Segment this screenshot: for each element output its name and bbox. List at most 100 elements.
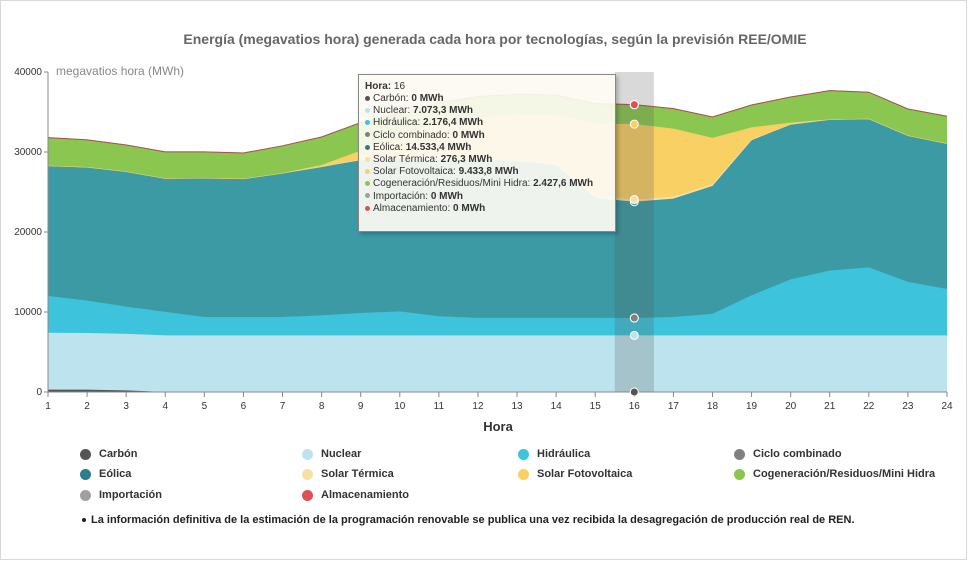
x-tick-label: 7 <box>280 401 286 412</box>
y-tick-label: 20000 <box>14 227 42 238</box>
area-7 <box>48 90 947 179</box>
tooltip-row: Hidráulica: 2.176,4 MWh <box>365 117 609 129</box>
tooltip-row-value: 0 MWh <box>411 93 444 104</box>
legend-dot-icon <box>518 468 529 480</box>
x-tick-label: 6 <box>241 401 247 412</box>
tooltip-row: Importación: 0 MWh <box>365 191 609 203</box>
tooltip-row: Eólica: 14.533,4 MWh <box>365 142 609 154</box>
series-dot-icon <box>365 156 370 162</box>
legend-label: Almacenamiento <box>321 489 410 501</box>
x-tick-label: 21 <box>824 401 836 412</box>
legend-label: Ciclo combinado <box>753 448 842 460</box>
chart-title: Energía (megavatios hora) generada cada … <box>183 31 806 47</box>
tooltip-row: Cogeneración/Residuos/Mini Hidra: 2.427,… <box>365 178 609 190</box>
tooltip-row-label: Solar Fotovoltaica: <box>373 166 459 178</box>
hover-marker-1 <box>629 330 639 340</box>
legend-label: Carbón <box>99 448 138 460</box>
x-tick-label: 22 <box>863 401 875 412</box>
y-tick-label: 10000 <box>14 307 42 318</box>
legend-item[interactable]: Cogeneración/Residuos/Mini Hidra <box>734 466 935 482</box>
tooltip-row-label: Eólica: <box>373 141 406 153</box>
legend-item[interactable]: Carbón <box>80 446 138 462</box>
tooltip-rows: Carbón: 0 MWh Nuclear: 7.073,3 MWh Hidrául… <box>365 93 609 215</box>
legend-label: Hidráulica <box>537 448 591 460</box>
tooltip-row-value: 7.073,3 MWh <box>413 105 474 117</box>
legend: Carbón Nuclear Hidráulica Ciclo combinado Eó… <box>80 446 950 506</box>
footnote-text: La información definitiva de la estimaci… <box>91 514 855 526</box>
tooltip-row: Carbón: 0 MWh <box>365 93 609 105</box>
series-dot-icon <box>365 108 370 114</box>
legend-item[interactable]: Solar Térmica <box>302 466 394 482</box>
tooltip-row-value: 276,3 MWh <box>440 153 493 165</box>
area-2 <box>48 267 947 336</box>
legend-dot-icon <box>302 468 313 480</box>
legend-item[interactable]: Eólica <box>80 466 131 482</box>
tooltip-row-value: 2.176,4 MWh <box>423 117 484 129</box>
legend-label: Importación <box>99 489 162 501</box>
legend-label: Cogeneración/Residuos/Mini Hidra <box>753 468 936 480</box>
tooltip-header-label: Hora: <box>365 81 392 92</box>
x-tick-label: 10 <box>394 401 406 412</box>
x-tick-label: 23 <box>902 401 914 412</box>
bullet-icon <box>82 518 86 523</box>
legend-label: Solar Térmica <box>321 468 394 480</box>
legend-dot-icon <box>518 448 529 460</box>
x-tick-label: 11 <box>434 401 445 412</box>
tooltip-row-label: Hidráulica: <box>373 117 424 129</box>
legend-item[interactable]: Solar Fotovoltaica <box>518 466 632 482</box>
x-tick-label: 14 <box>551 401 563 412</box>
x-tick-label: 3 <box>123 401 129 412</box>
tooltip-row-label: Importación: <box>373 190 431 202</box>
series-dot-icon <box>365 193 370 199</box>
x-tick-label: 4 <box>162 401 168 412</box>
tooltip-row-label: Ciclo combinado: <box>373 129 453 141</box>
x-tick-label: 9 <box>358 401 364 412</box>
tooltip-row-label: Carbón: <box>373 93 412 104</box>
x-tick-label: 8 <box>319 401 325 412</box>
x-tick-label: 2 <box>84 401 90 412</box>
x-tick-label: 1 <box>45 401 51 412</box>
tooltip-row: Solar Fotovoltaica: 9.433,8 MWh <box>365 166 609 178</box>
x-tick-label: 24 <box>941 401 953 412</box>
legend-item[interactable]: Importación <box>80 487 162 503</box>
legend-dot-icon <box>734 448 745 460</box>
tooltip-row-value: 0 MWh <box>453 202 486 214</box>
legend-dot-icon <box>302 489 313 501</box>
footnote: La información definitiva de la estimaci… <box>82 514 855 526</box>
legend-dot-icon <box>80 448 91 460</box>
tooltip-row: Solar Térmica: 276,3 MWh <box>365 154 609 166</box>
tooltip-header-value: 16 <box>393 81 406 92</box>
x-tick-label: 18 <box>707 401 719 412</box>
series-dot-icon <box>365 144 370 150</box>
series-dot-icon <box>365 120 370 126</box>
legend-dot-icon <box>80 468 91 480</box>
x-tick-label: 17 <box>668 401 680 412</box>
legend-item[interactable]: Nuclear <box>302 446 361 462</box>
legend-item[interactable]: Hidráulica <box>518 446 590 462</box>
y-tick-label: 40000 <box>14 67 42 78</box>
hover-marker-6 <box>629 119 639 129</box>
legend-dot-icon <box>734 468 745 480</box>
x-tick-label: 12 <box>472 401 484 412</box>
x-tick-label: 13 <box>511 401 523 412</box>
x-tick-label: 16 <box>629 401 641 412</box>
hover-marker-9 <box>629 100 639 110</box>
x-tick-label: 19 <box>746 401 758 412</box>
y-tick-label: 30000 <box>14 147 42 158</box>
series-dot-icon <box>365 205 370 211</box>
legend-item[interactable]: Almacenamiento <box>302 487 409 503</box>
tooltip: Hora: 16 Carbón: 0 MWh Nuclear: 7.073,3 M… <box>358 74 616 232</box>
tooltip-row-value: 14.533,4 MWh <box>405 141 472 153</box>
legend-dot-icon <box>302 448 313 460</box>
series-dot-icon <box>365 95 370 101</box>
x-tick-label: 20 <box>785 401 797 412</box>
legend-item[interactable]: Ciclo combinado <box>734 446 842 462</box>
tooltip-header: Hora: 16 <box>365 81 609 92</box>
hover-marker-0 <box>629 387 639 397</box>
tooltip-row-label: Nuclear: <box>373 105 414 117</box>
tooltip-row-label: Cogeneración/Residuos/Mini Hidra: <box>373 178 534 190</box>
legend-label: Solar Fotovoltaica <box>537 468 633 480</box>
y-axis-label: megavatios hora (MWh) <box>56 64 184 78</box>
tooltip-row-value: 0 MWh <box>430 190 464 202</box>
